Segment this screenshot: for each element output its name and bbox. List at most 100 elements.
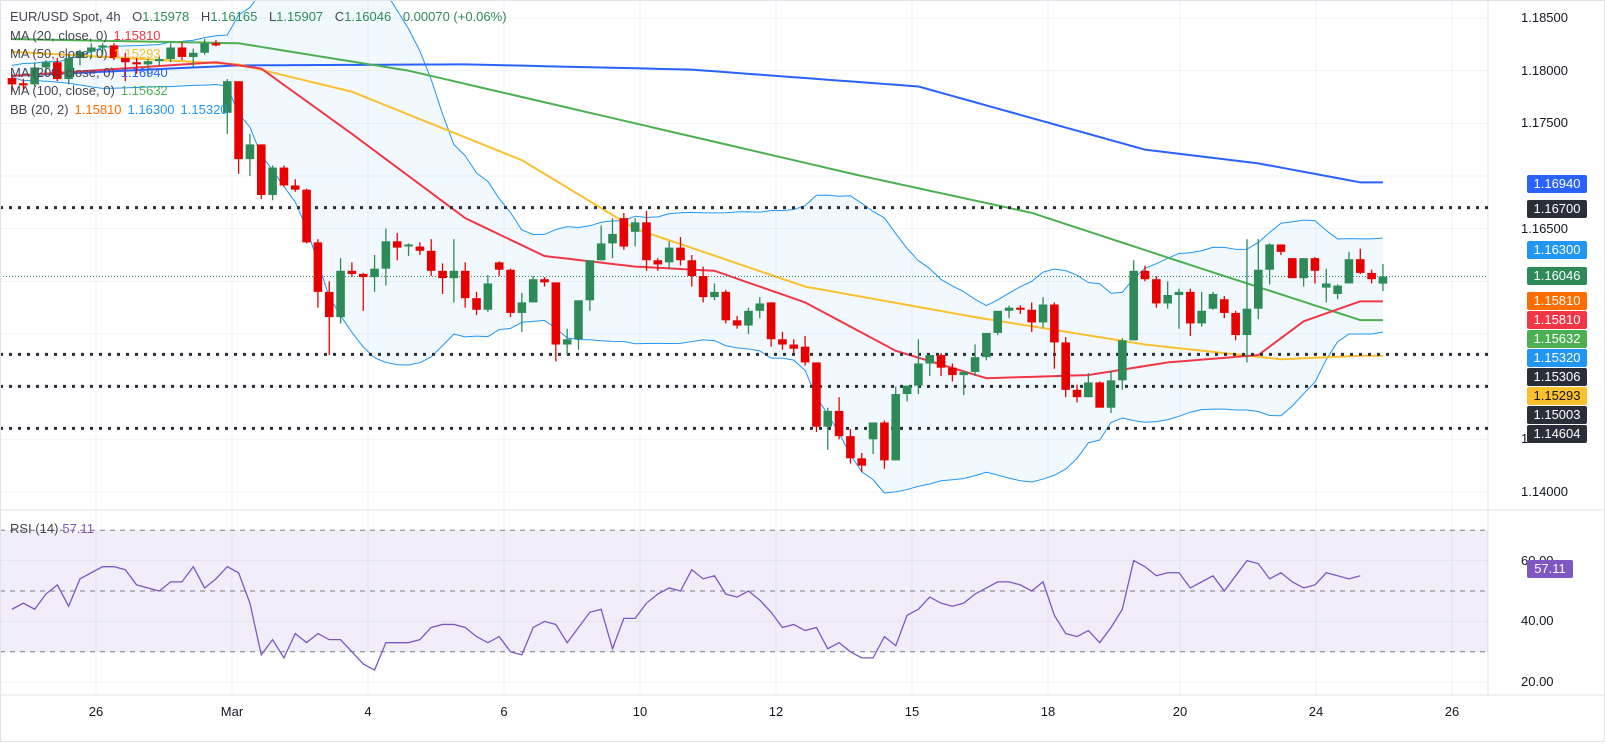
candle [778,339,787,345]
indicator-bb[interactable]: BB (20, 2) 1.15810 1.16300 1.15320 [10,101,228,117]
candle [789,344,799,349]
candle [1254,269,1263,309]
candle [109,45,119,59]
candle [687,260,697,277]
candle [1129,270,1138,341]
candle [630,222,640,232]
candle [98,45,107,48]
candle [279,167,289,186]
candle [664,247,674,263]
candle [256,144,266,195]
candle [823,410,833,427]
indicator-ma100[interactable]: MA (100, close, 0) 1.15632 [10,83,168,98]
candle [1299,258,1308,279]
time-axis-label: 26 [1444,704,1460,719]
symbol-header[interactable]: EUR/USD Spot, 4h O1.15978 H1.16165 L1.15… [10,8,507,27]
indicator-ma50[interactable]: MA (50, close, 0) 1.15293 [10,46,161,61]
candle [1344,259,1354,284]
rsi-label: RSI (14) [10,521,59,536]
ma20-line [11,61,1383,380]
candle [1140,270,1150,280]
price-tag: 1.16940 [1527,175,1587,193]
candle [800,346,810,363]
candle [483,283,493,310]
candle [676,247,685,261]
candle [517,302,527,313]
candle [1084,382,1093,398]
indicator-ma200[interactable]: MA (200, close, 0) 1.16940 [10,64,168,80]
candle [1118,340,1127,381]
candle [30,67,39,85]
time-axis-label: 6 [500,704,508,719]
candle [1333,285,1342,294]
candle [1276,244,1286,252]
candle [87,47,96,52]
candle [608,233,617,244]
candle [642,222,651,261]
candle [426,250,436,271]
candle [936,355,946,368]
candle [698,276,708,298]
candle [766,302,776,340]
price-axis-tick: 1.18500 [1521,10,1568,25]
candle [1367,272,1376,280]
rsi-current-tag: 57.11 [1527,560,1573,579]
time-axis-label: 4 [364,704,372,719]
candle [188,52,198,57]
ohlc-open: O1.15978 [132,9,190,24]
candle [1208,293,1218,309]
candle [1197,310,1206,324]
candle [1310,258,1320,271]
candle [1231,312,1240,336]
time-axis-label: 24 [1308,704,1324,719]
symbol-title[interactable]: EUR/USD Spot, 4h [10,9,121,24]
candle [880,422,889,461]
price-tag: 1.16700 [1527,200,1587,218]
candle [528,279,538,303]
candle [75,51,85,59]
rsi-line [11,559,1361,671]
candle [1321,283,1331,288]
candle [449,270,459,279]
candle [381,241,391,269]
price-tag: 1.15320 [1527,349,1587,367]
candle [494,262,504,270]
chart-legend: EUR/USD Spot, 4h O1.15978 H1.16165 L1.15… [10,8,507,119]
candle [846,436,855,459]
ohlc-close: C1.16046 [334,9,392,24]
rsi-value: 57.11 [62,521,94,536]
candle [902,385,912,395]
candle [177,47,187,57]
candle [1095,382,1104,408]
time-axis-label: 26 [88,704,104,719]
candle [732,320,742,326]
candle [812,362,821,427]
candle [166,47,175,60]
candle [200,43,209,53]
price-axis-tick: 1.18000 [1521,62,1568,78]
price-tag: 1.15293 [1527,387,1587,405]
candles [7,39,1388,472]
price-tag: 1.15632 [1527,330,1587,348]
candle [438,270,447,279]
price-axis-tick: 1.17500 [1521,115,1568,131]
price-axis-tick: 1.14000 [1521,483,1568,499]
candle [472,298,481,310]
candle [1163,295,1172,304]
candle [1355,259,1365,273]
ma100-line [11,38,1383,322]
candle [7,78,17,85]
candle [1050,304,1059,343]
time-axis-label: 18 [1040,704,1056,719]
candle [1186,291,1195,324]
candle [1242,308,1252,336]
candle [154,59,164,62]
candle [336,270,345,318]
candle [143,61,153,65]
price-tag: 1.15810 [1527,311,1587,329]
indicator-ma20[interactable]: MA (20, close, 0) 1.15810 [10,27,161,43]
grid [0,0,1488,695]
rsi-legend[interactable]: RSI (14) 57.11 [10,521,94,536]
